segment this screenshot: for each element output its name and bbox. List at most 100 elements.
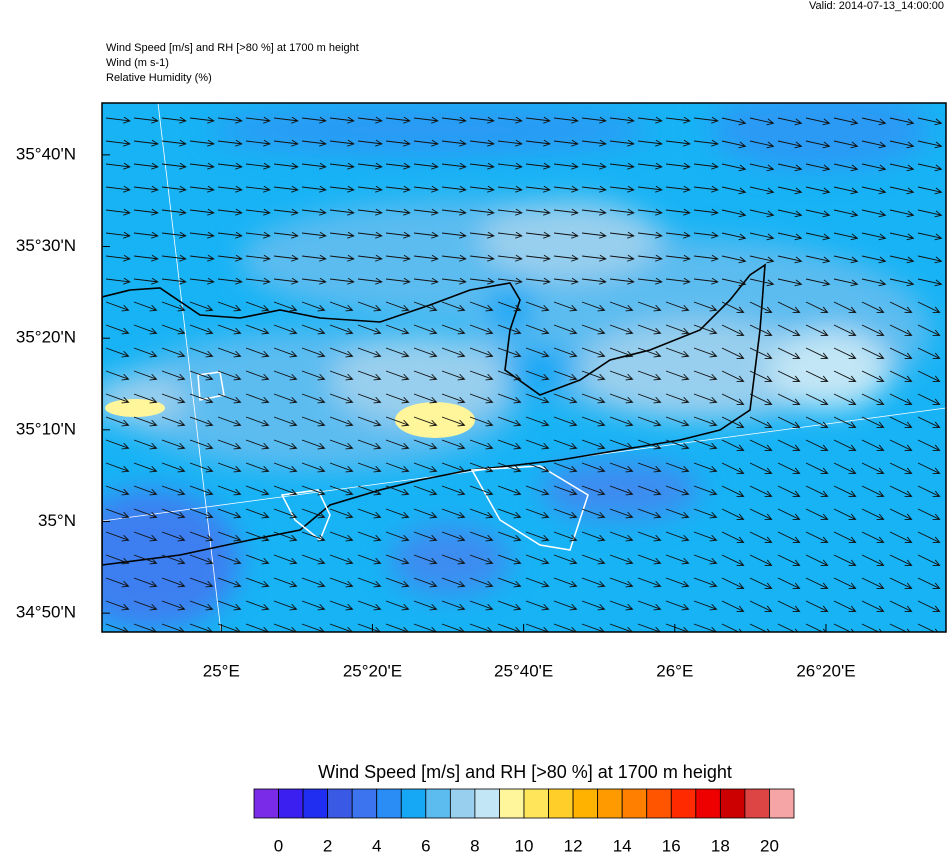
wind-arrow <box>329 416 354 427</box>
wind-arrow <box>105 301 130 312</box>
wind-arrow <box>749 393 773 405</box>
wind-arrow <box>553 623 577 632</box>
wind-arrow <box>413 439 438 450</box>
wind-arrow <box>777 393 801 405</box>
wind-arrow <box>749 117 775 126</box>
wind-arrow <box>889 462 913 474</box>
wind-arrow <box>889 370 913 382</box>
wind-arrow <box>665 254 691 262</box>
wind-arrow <box>413 162 439 170</box>
colorbar-swatch <box>523 788 549 819</box>
wind-arrow <box>189 324 214 335</box>
wind-arrow <box>889 324 913 336</box>
wind-arrow <box>693 577 718 588</box>
title-line: Relative Humidity (%) <box>106 72 212 84</box>
wind-arrow <box>329 393 354 404</box>
wind-arrow <box>441 139 467 147</box>
wind-arrow <box>581 531 606 542</box>
wind-arrow <box>721 554 745 566</box>
wind-arrow <box>553 254 579 262</box>
wind-arrow <box>245 231 271 239</box>
wind-arrow <box>721 347 745 359</box>
wind-arrow <box>721 163 747 172</box>
wind-arrow <box>665 277 691 285</box>
wind-arrow <box>413 416 438 427</box>
wind-arrow <box>189 277 215 285</box>
wind-arrow <box>833 600 857 612</box>
wind-arrow <box>469 623 493 632</box>
wind-arrow <box>357 439 382 450</box>
wind-arrow <box>245 485 270 496</box>
wind-arrow <box>833 416 857 428</box>
wind-arrow <box>721 393 745 405</box>
wind-arrow <box>133 324 158 335</box>
wind-arrow <box>133 393 158 404</box>
wind-arrow <box>497 370 522 381</box>
wind-arrow <box>805 393 829 405</box>
wind-arrow <box>189 231 215 239</box>
wind-arrow <box>637 277 663 285</box>
wind-arrow <box>525 554 550 565</box>
x-tick-label: 26°E <box>656 661 693 680</box>
wind-arrow <box>413 277 439 285</box>
wind-arrow <box>581 623 605 632</box>
wind-arrow <box>889 416 913 428</box>
wind-arrow <box>805 324 829 336</box>
wind-arrow <box>385 439 410 450</box>
wind-arrow <box>357 462 382 473</box>
wind-arrow <box>301 416 326 427</box>
wind-arrow <box>189 508 214 519</box>
wind-arrow <box>413 324 438 335</box>
wind-arrow <box>777 531 801 543</box>
wind-arrow <box>889 623 911 632</box>
wind-arrow <box>693 116 719 124</box>
wind-arrow <box>441 347 466 358</box>
wind-arrow <box>105 370 130 381</box>
wind-arrow <box>637 254 663 262</box>
colorbar-swatch <box>351 788 378 819</box>
wind-arrow <box>609 324 634 335</box>
wind-arrow <box>357 301 382 312</box>
wind-arrow <box>189 185 215 193</box>
wind-arrow <box>833 439 857 451</box>
wind-arrow <box>749 554 773 566</box>
colorbar-swatch <box>449 788 476 819</box>
wind-arrow <box>385 254 411 262</box>
wind-arrow <box>301 324 326 335</box>
wind-arrow <box>917 209 943 218</box>
wind-arrow <box>469 301 494 312</box>
colorbar-swatch <box>695 788 721 819</box>
wind-arrow <box>805 301 829 313</box>
wind-arrow <box>357 162 383 170</box>
wind-arrow <box>777 140 803 149</box>
wind-arrow <box>665 301 690 312</box>
wind-arrow <box>889 531 913 543</box>
wind-arrow <box>917 554 941 566</box>
wind-arrow <box>861 370 885 382</box>
wind-arrow <box>805 209 831 218</box>
wind-arrow <box>917 508 941 520</box>
wind-arrow <box>525 462 550 473</box>
wind-arrow <box>329 185 355 193</box>
colorbar-swatch <box>572 788 599 819</box>
wind-arrow <box>357 370 382 381</box>
wind-arrow <box>525 347 550 358</box>
wind-arrow <box>861 186 887 195</box>
wind-arrow <box>357 116 383 124</box>
colorbar-swatch <box>646 788 672 819</box>
wind-arrow <box>301 370 326 381</box>
wind-arrow <box>917 577 941 589</box>
wind-arrow <box>525 439 550 450</box>
wind-arrow <box>357 254 383 262</box>
wind-arrow <box>609 393 634 404</box>
wind-arrow <box>693 370 718 381</box>
wind-arrow <box>581 508 606 519</box>
wind-arrow <box>301 393 326 404</box>
wind-arrow <box>805 117 831 126</box>
wind-arrow <box>665 162 691 170</box>
wind-arrow <box>245 531 270 542</box>
wind-arrow <box>469 254 495 262</box>
wind-arrow <box>637 301 662 312</box>
wind-arrow <box>581 139 607 147</box>
wind-arrow <box>497 508 522 519</box>
